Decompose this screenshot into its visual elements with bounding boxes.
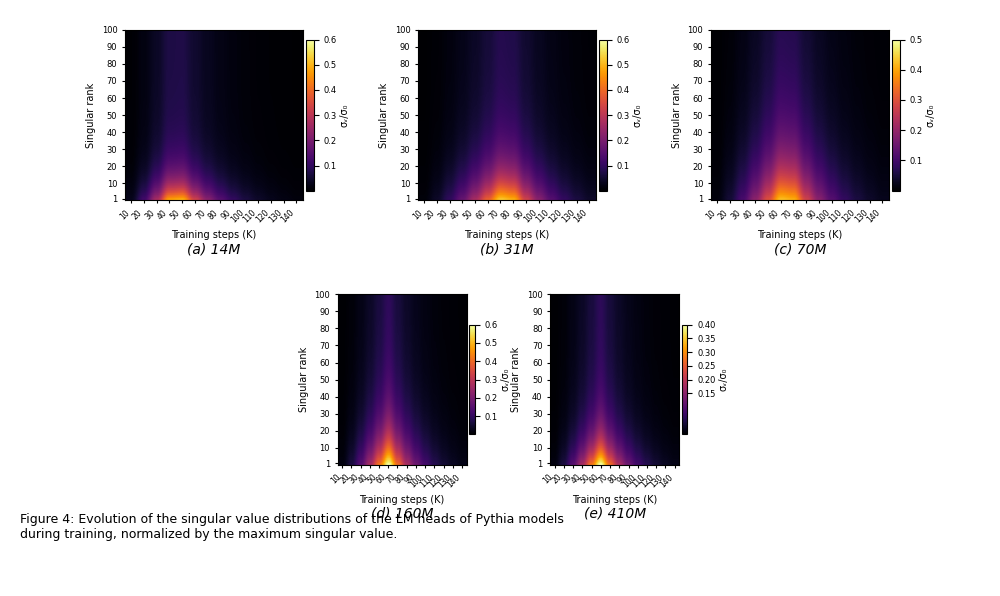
Text: (e) 410M: (e) 410M	[584, 507, 646, 520]
X-axis label: Training steps (K): Training steps (K)	[464, 230, 549, 240]
Text: (d) 160M: (d) 160M	[371, 507, 433, 520]
Y-axis label: Singular rank: Singular rank	[299, 347, 309, 412]
Y-axis label: Singular rank: Singular rank	[511, 347, 521, 412]
Y-axis label: Singular rank: Singular rank	[86, 82, 96, 148]
Y-axis label: σᵥ/σ₀: σᵥ/σ₀	[718, 368, 728, 392]
X-axis label: Training steps (K): Training steps (K)	[171, 230, 256, 240]
Y-axis label: σᵥ/σ₀: σᵥ/σ₀	[340, 103, 350, 127]
Y-axis label: σᵥ/σ₀: σᵥ/σ₀	[501, 368, 511, 392]
Text: (a) 14M: (a) 14M	[187, 242, 241, 256]
Text: (b) 31M: (b) 31M	[480, 242, 534, 256]
X-axis label: Training steps (K): Training steps (K)	[757, 230, 842, 240]
Text: (c) 70M: (c) 70M	[774, 242, 826, 256]
Y-axis label: Singular rank: Singular rank	[672, 82, 682, 148]
Text: Figure 4: Evolution of the singular value distributions of the LM heads of Pythi: Figure 4: Evolution of the singular valu…	[20, 513, 564, 541]
Y-axis label: σᵥ/σ₀: σᵥ/σ₀	[926, 103, 936, 127]
Y-axis label: σᵥ/σ₀: σᵥ/σ₀	[633, 103, 643, 127]
Y-axis label: Singular rank: Singular rank	[379, 82, 389, 148]
X-axis label: Training steps (K): Training steps (K)	[359, 495, 445, 505]
X-axis label: Training steps (K): Training steps (K)	[572, 495, 657, 505]
